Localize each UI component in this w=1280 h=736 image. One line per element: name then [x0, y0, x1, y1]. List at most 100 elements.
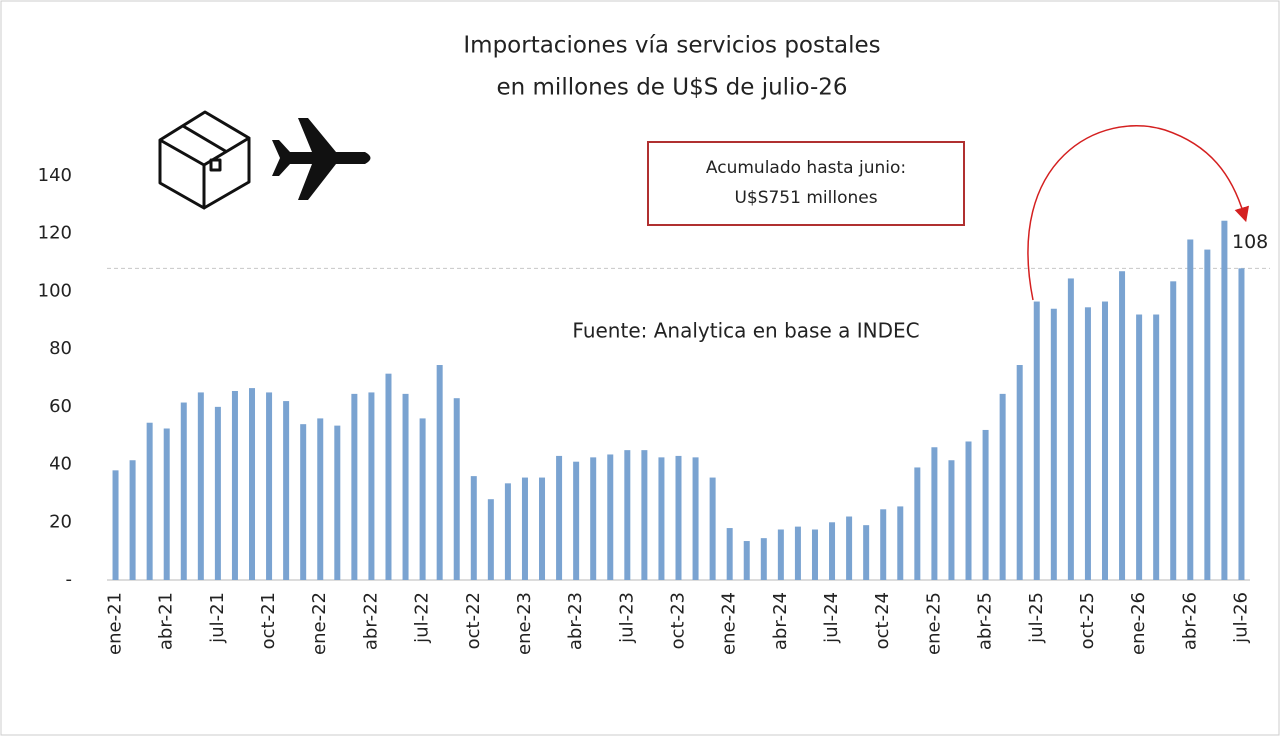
annotation-text: Acumulado hasta junio: [706, 158, 906, 178]
x-tick-label: jul-25 [1026, 592, 1047, 644]
bar [1221, 220, 1228, 580]
x-tick-label: abr-25 [975, 592, 996, 650]
bar [487, 499, 494, 580]
bar [914, 467, 921, 580]
bar [897, 506, 904, 580]
bar [180, 402, 187, 580]
bar [709, 477, 716, 580]
bar [948, 460, 955, 580]
bar [590, 457, 597, 580]
bar [931, 447, 938, 580]
bar [436, 365, 443, 580]
plane-icon [272, 118, 371, 200]
bar [794, 526, 801, 580]
bar [760, 538, 767, 580]
x-tick-label: jul-21 [207, 592, 228, 644]
bar [1084, 307, 1091, 580]
bar [283, 401, 290, 580]
bar [231, 390, 238, 580]
bar [539, 477, 546, 580]
x-tick-label: oct-21 [258, 592, 279, 649]
bar [982, 429, 989, 580]
chart-title: en millones de U$S de julio-26 [496, 75, 847, 101]
bar [811, 529, 818, 580]
bar [163, 428, 170, 580]
y-tick-label: 120 [38, 223, 72, 244]
bar [419, 418, 426, 580]
y-tick-label: - [66, 569, 73, 590]
x-tick-label: jul-23 [616, 592, 637, 644]
bar [351, 393, 358, 580]
x-tick-label: jul-26 [1230, 592, 1251, 644]
bar [1067, 278, 1074, 580]
x-tick-label: oct-24 [872, 592, 893, 649]
bar [1153, 314, 1160, 580]
bar [1101, 301, 1108, 580]
x-tick-label: oct-23 [668, 592, 689, 649]
bar [641, 450, 648, 580]
x-tick-label: oct-25 [1077, 592, 1098, 649]
bar [521, 477, 528, 580]
x-tick-label: oct-22 [463, 592, 484, 649]
bar [1050, 308, 1057, 580]
bar [777, 529, 784, 580]
y-tick-label: 40 [49, 454, 72, 475]
x-tick-label: abr-23 [565, 592, 586, 650]
x-tick-label: abr-21 [156, 592, 177, 650]
bar [214, 406, 221, 580]
bar [1136, 314, 1143, 580]
bar [573, 461, 580, 580]
y-tick-label: 80 [49, 338, 72, 359]
bar [1016, 365, 1023, 580]
y-tick-label: 140 [38, 165, 72, 186]
bar [726, 528, 733, 580]
bar [402, 393, 409, 580]
x-tick-label: ene-24 [719, 592, 740, 655]
bar [504, 483, 511, 580]
bar [300, 424, 307, 580]
bar [556, 455, 563, 580]
bar [146, 422, 153, 580]
bar [1033, 301, 1040, 580]
x-tick-label: ene-26 [1128, 592, 1149, 655]
box-icon [158, 110, 251, 210]
bar [829, 522, 836, 580]
bar [743, 541, 750, 580]
x-tick-label: abr-26 [1179, 592, 1200, 650]
bar [317, 418, 324, 580]
source-note: Fuente: Analytica en base a INDEC [572, 319, 919, 343]
bar [675, 455, 682, 580]
bar [999, 393, 1006, 580]
reference-label: 108 [1232, 231, 1268, 253]
annotation-box [647, 141, 965, 226]
bar [863, 525, 870, 580]
bar [112, 470, 119, 580]
x-tick-label: ene-22 [309, 592, 330, 655]
bar [658, 457, 665, 580]
bar [197, 392, 204, 580]
bar [1204, 249, 1211, 581]
bar [129, 460, 136, 580]
x-tick-label: abr-22 [360, 592, 381, 650]
y-tick-label: 60 [49, 396, 72, 417]
bar [1119, 271, 1126, 580]
x-tick-label: ene-23 [514, 592, 535, 655]
y-tick-label: 100 [38, 280, 72, 301]
bar [846, 516, 853, 580]
bar [1170, 281, 1177, 580]
bar [692, 457, 699, 580]
bar [1187, 239, 1194, 580]
x-tick-label: jul-24 [821, 592, 842, 644]
bar [266, 392, 273, 580]
bar [453, 398, 460, 580]
x-tick-label: abr-24 [770, 592, 791, 650]
bar [334, 425, 341, 580]
bar [624, 450, 631, 580]
x-tick-label: ene-25 [923, 592, 944, 655]
y-tick-label: 20 [49, 511, 72, 532]
arrow [1027, 125, 1250, 301]
x-tick-label: jul-22 [412, 592, 433, 644]
